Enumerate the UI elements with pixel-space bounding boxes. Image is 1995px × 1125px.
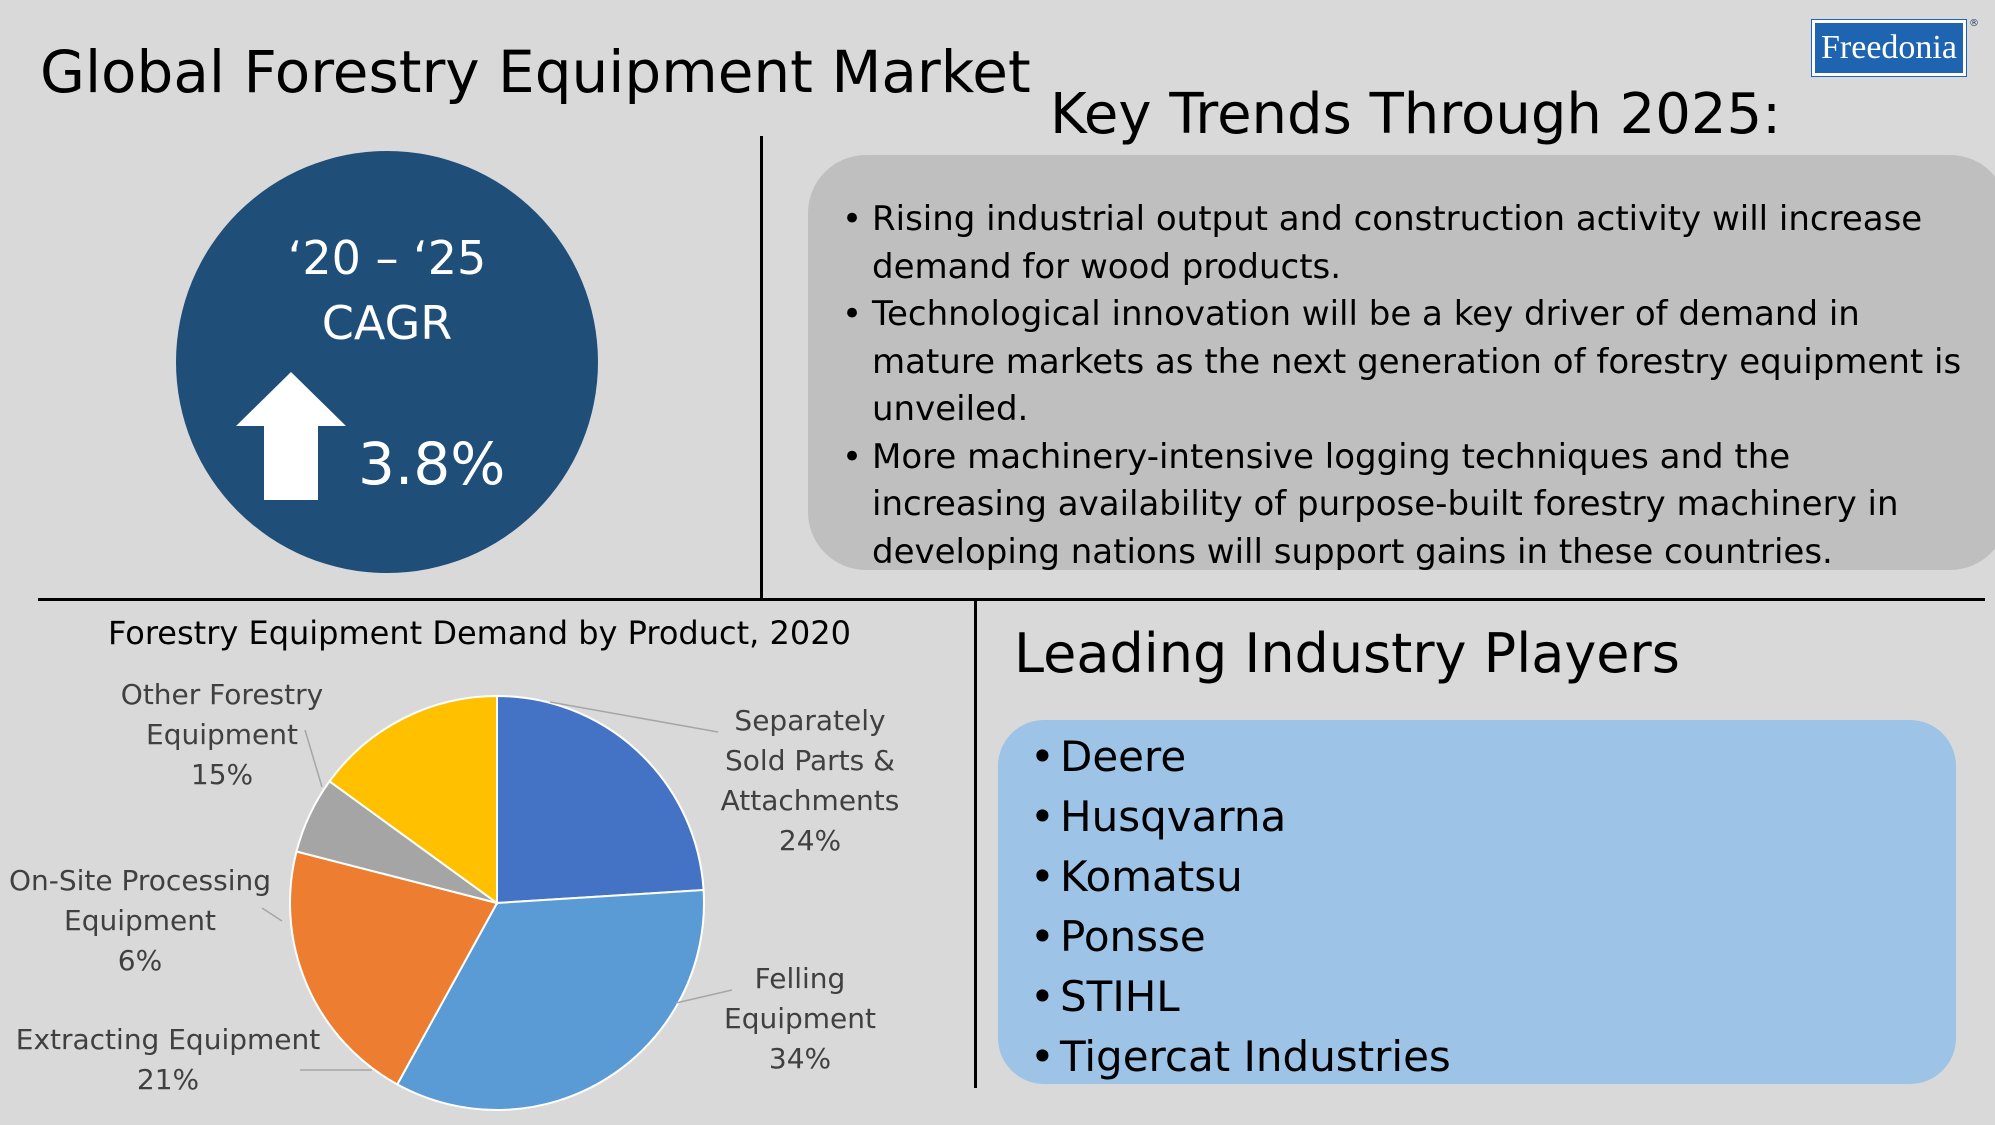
- pie-leader-line: [675, 989, 733, 1004]
- trends-list: Rising industrial output and constructio…: [842, 196, 1962, 576]
- pie-data-label: On-Site Processing Equipment 6%: [9, 864, 271, 977]
- player-item: Deere: [1030, 727, 1451, 787]
- pie-leader-line: [261, 907, 283, 922]
- trend-item: Rising industrial output and constructio…: [842, 196, 1962, 291]
- chart-title: Forestry Equipment Demand by Product, 20…: [108, 614, 851, 652]
- pie-data-label: Separately Sold Parts & Attachments 24%: [721, 704, 900, 857]
- player-item: Komatsu: [1030, 847, 1451, 907]
- players-heading: Leading Industry Players: [1014, 622, 1680, 685]
- player-item: Husqvarna: [1030, 787, 1451, 847]
- pie-leader-line: [549, 701, 719, 733]
- freedonia-logo: Freedonia: [1812, 20, 1966, 76]
- cagr-circle: [176, 151, 598, 573]
- cagr-label: CAGR: [321, 296, 453, 350]
- player-item: STIHL: [1030, 967, 1451, 1027]
- divider-top-vertical: [760, 136, 763, 598]
- pie-slice: [496, 694, 705, 905]
- pie-data-label: Felling Equipment 34%: [724, 962, 876, 1075]
- pie-leader-line: [304, 729, 323, 788]
- divider-horizontal: [38, 598, 1985, 601]
- pie-slice: [328, 694, 498, 905]
- players-list: Deere Husqvarna Komatsu Ponsse STIHL Tig…: [1030, 727, 1451, 1087]
- pie-data-label: Extracting Equipment 21%: [16, 1023, 320, 1096]
- cagr-value: 3.8%: [358, 430, 506, 498]
- page-title: Global Forestry Equipment Market: [40, 38, 1031, 106]
- trend-item: More machinery-intensive logging techniq…: [842, 434, 1962, 577]
- pie-data-label: Other Forestry Equipment 15%: [121, 678, 323, 791]
- up-arrow-icon: [236, 372, 346, 500]
- pie-chart: Separately Sold Parts & Attachments 24% Fell…: [9, 678, 900, 1111]
- player-item: Ponsse: [1030, 907, 1451, 967]
- divider-bottom-vertical: [974, 600, 977, 1088]
- cagr-period: ‘20 – ‘25: [287, 231, 487, 285]
- pie-slice: [289, 850, 499, 1086]
- trend-item: Technological innovation will be a key d…: [842, 291, 1962, 434]
- player-item: Tigercat Industries: [1030, 1027, 1451, 1087]
- logo-registered-mark: ®: [1969, 18, 1979, 29]
- trends-heading: Key Trends Through 2025:: [1050, 82, 1782, 147]
